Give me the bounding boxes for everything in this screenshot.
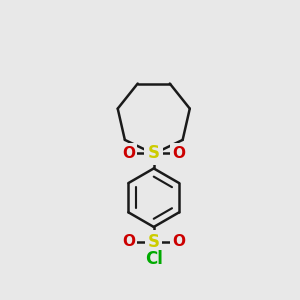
Text: O: O bbox=[122, 146, 135, 160]
Text: S: S bbox=[148, 144, 160, 162]
Text: Cl: Cl bbox=[145, 250, 163, 268]
Text: O: O bbox=[173, 234, 186, 249]
Text: O: O bbox=[173, 146, 186, 160]
Text: N: N bbox=[147, 145, 161, 163]
Text: S: S bbox=[148, 232, 160, 250]
Text: O: O bbox=[122, 234, 135, 249]
